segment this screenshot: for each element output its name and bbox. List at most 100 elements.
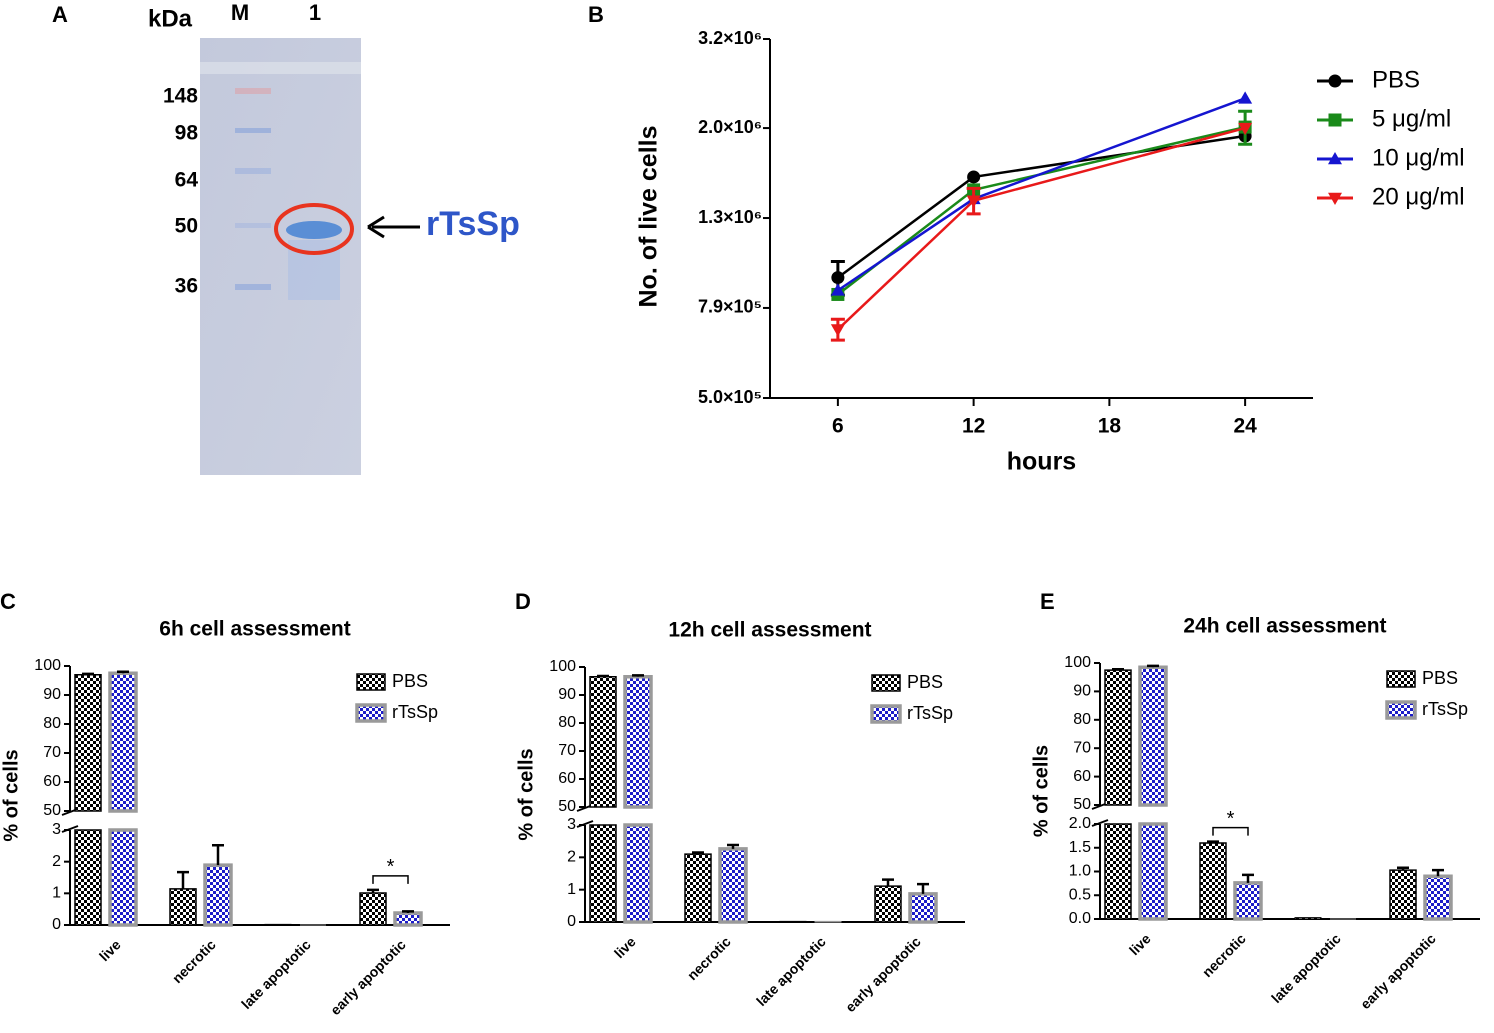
y-tick-label: 2.0 — [1069, 815, 1091, 832]
protein-label: rTsSp — [426, 205, 520, 243]
bar — [359, 892, 387, 926]
marker-band — [235, 168, 271, 174]
error-bar — [1242, 873, 1254, 883]
legend-label: 10 μg/ml — [1372, 144, 1465, 171]
point — [831, 271, 845, 285]
marker-label: 64 — [175, 169, 199, 192]
x-tick-label: late apoptotic — [238, 936, 314, 1012]
bar — [874, 885, 902, 923]
legend-label: rTsSp — [1422, 699, 1468, 719]
x-tick-label: necrotic — [169, 936, 219, 986]
bar — [393, 911, 423, 927]
y-tick-label: 1 — [52, 885, 61, 902]
legend-marker — [1328, 74, 1342, 88]
y-tick-label: 80 — [1073, 711, 1091, 728]
x-tick-label: necrotic — [1199, 930, 1249, 980]
error-bar — [1397, 866, 1409, 871]
y-tick-label: 50 — [1073, 796, 1091, 813]
series-line — [837, 126, 1246, 331]
bar — [203, 863, 233, 927]
y-tick-label: 2 — [567, 849, 576, 866]
y-tick-label: 2 — [52, 853, 61, 870]
y-tick-label: 3 — [52, 821, 61, 838]
legend-label: PBS — [1372, 66, 1420, 93]
y-tick-label: 70 — [558, 742, 576, 759]
gel-well — [200, 62, 361, 74]
point — [966, 195, 981, 208]
axis-break — [1091, 802, 1109, 827]
y-axis-label: % of cells — [0, 749, 22, 841]
legend-marker — [1328, 113, 1342, 127]
marker-label: 36 — [175, 275, 198, 298]
annotation: * — [1227, 808, 1235, 830]
lane-label: M — [231, 0, 249, 25]
panel-label: A — [52, 2, 68, 27]
error-bar — [177, 870, 189, 889]
panel-label: B — [588, 2, 604, 27]
significance-bracket — [372, 875, 409, 884]
x-tick-label: 24 — [1233, 415, 1257, 438]
legend-marker — [1328, 192, 1342, 205]
x-tick-label: early apoptotic — [842, 933, 924, 1015]
x-tick-label: live — [96, 936, 124, 964]
y-tick-label: 70 — [43, 744, 61, 761]
y-tick-label: 60 — [558, 770, 576, 787]
legend-label: PBS — [1422, 668, 1458, 688]
y-tick-label: 3 — [567, 816, 576, 833]
y-tick-label: 50 — [558, 798, 576, 815]
legend-swatch — [356, 673, 386, 691]
y-tick-label: 5.0×10⁵ — [698, 387, 762, 407]
legend-label: rTsSp — [392, 702, 438, 722]
error-bar — [367, 888, 379, 894]
bar — [74, 673, 102, 926]
error-bar — [402, 910, 414, 913]
axis-break — [61, 808, 79, 833]
bar — [1138, 665, 1168, 921]
bar — [1233, 881, 1263, 921]
y-tick-label: 1 — [567, 881, 576, 898]
legend-label: 20 μg/ml — [1372, 183, 1465, 210]
bar — [1389, 869, 1417, 920]
error-bar — [917, 882, 929, 894]
point — [830, 283, 845, 296]
error-bar — [692, 851, 704, 855]
chart-title: 6h cell assessment — [159, 618, 350, 641]
x-tick-label: late apoptotic — [1268, 930, 1344, 1006]
x-tick-label: early apoptotic — [327, 936, 409, 1018]
y-tick-label: 100 — [34, 657, 61, 674]
y-tick-label: 60 — [43, 773, 61, 790]
bar — [589, 676, 617, 923]
legend-label: PBS — [907, 672, 943, 692]
x-tick-label: 18 — [1098, 415, 1122, 438]
bar — [1294, 917, 1322, 920]
y-tick-label: 90 — [43, 686, 61, 703]
panel-label: C — [0, 589, 16, 614]
bar — [264, 923, 292, 926]
bar — [1423, 874, 1453, 921]
y-tick-label: 0 — [52, 916, 61, 933]
y-tick-label: 1.5 — [1069, 839, 1091, 856]
protein-band — [286, 221, 342, 239]
bar — [684, 853, 712, 923]
x-axis-label: hours — [1007, 448, 1076, 476]
arrow-head — [367, 215, 385, 239]
error-bar — [117, 670, 129, 674]
y-tick-label: 0.5 — [1069, 886, 1091, 903]
y-axis-label: % of cells — [1030, 745, 1052, 837]
y-tick-label: 0.0 — [1069, 910, 1091, 927]
chart-title: 12h cell assessment — [668, 619, 871, 642]
x-tick-label: 12 — [962, 415, 985, 438]
x-tick-label: 6 — [832, 415, 844, 438]
x-tick-label: early apoptotic — [1357, 930, 1439, 1012]
x-tick-label: live — [1126, 930, 1154, 958]
error-bar — [212, 843, 224, 866]
marker-band — [235, 284, 271, 290]
y-tick-label: 60 — [1073, 768, 1091, 785]
x-tick-label: late apoptotic — [753, 933, 829, 1009]
y-tick-label: 7.9×10⁵ — [698, 297, 762, 317]
error-bar — [1432, 868, 1444, 877]
series-line — [837, 134, 1246, 279]
error-bar — [597, 674, 609, 678]
y-tick-label: 3.2×10⁶ — [698, 28, 762, 48]
